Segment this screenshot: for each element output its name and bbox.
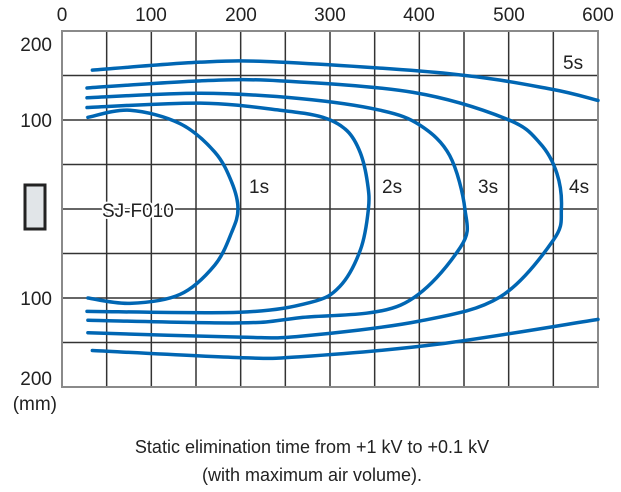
y-tick-labels: 200 100 100 200 (mm) (13, 35, 57, 415)
x-tick-label: 600 (582, 5, 614, 26)
x-tick-label: 100 (135, 5, 167, 26)
y-unit-label: (mm) (13, 394, 57, 415)
curve-1s (86, 108, 240, 306)
device-label: SJ-F010 (102, 201, 174, 222)
series-label-4s: 4s (569, 177, 589, 198)
x-tick-label: 300 (314, 5, 346, 26)
x-tick-label: 400 (403, 5, 435, 26)
curve-2s (85, 101, 371, 315)
x-tick-label: 200 (225, 5, 257, 26)
series-label-3s: 3s (478, 177, 498, 198)
curve-4s (85, 77, 564, 340)
y-tick-label: 100 (20, 289, 52, 310)
y-tick-label: 200 (20, 35, 52, 56)
series-label-1s: 1s (249, 177, 269, 198)
x-tick-label: 500 (493, 5, 525, 26)
y-tick-label: 100 (20, 111, 52, 132)
x-tick-labels: 0 100 200 300 400 500 600 (57, 5, 614, 26)
plot-frame (61, 30, 599, 388)
device-icon (23, 183, 47, 231)
caption-line-2: (with maximum air volume). (202, 465, 422, 485)
series-label-5s: 5s (563, 53, 583, 74)
curve-5s (90, 59, 600, 361)
series-label-2s: 2s (382, 177, 402, 198)
x-tick-label: 0 (57, 5, 68, 26)
curve-3s (85, 91, 470, 325)
curves (85, 59, 600, 361)
caption-line-1: Static elimination time from +1 kV to +0… (135, 437, 489, 457)
y-tick-label: 200 (20, 369, 52, 390)
